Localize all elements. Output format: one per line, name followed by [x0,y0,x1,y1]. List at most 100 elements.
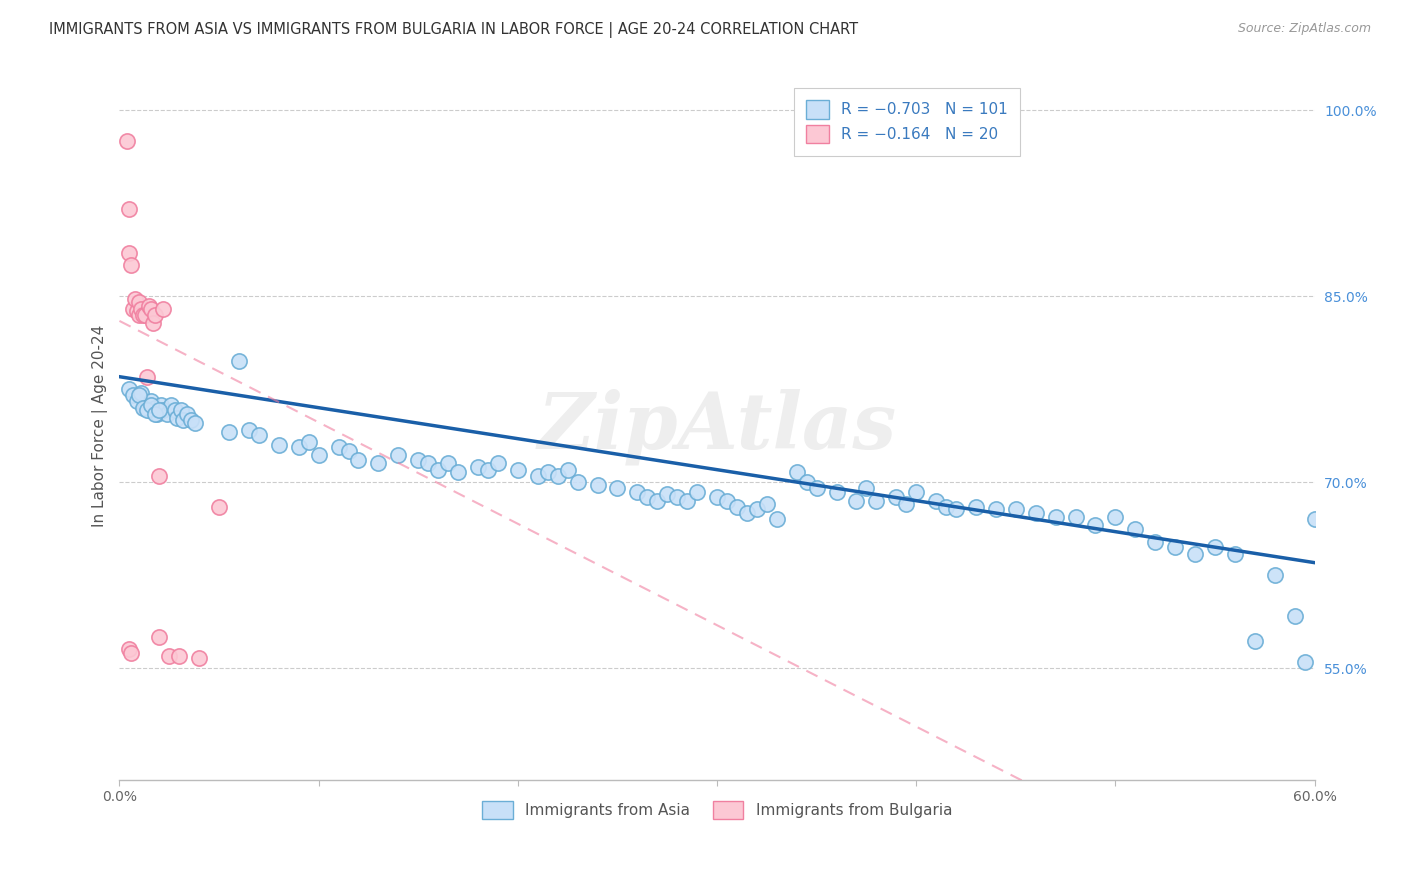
Text: IMMIGRANTS FROM ASIA VS IMMIGRANTS FROM BULGARIA IN LABOR FORCE | AGE 20-24 CORR: IMMIGRANTS FROM ASIA VS IMMIGRANTS FROM … [49,22,858,38]
Point [626,485,648,500]
Point [845,493,868,508]
Point [367,457,389,471]
Point [143,401,166,415]
Point [1084,518,1107,533]
Point [896,497,918,511]
Point [526,468,548,483]
Point [128,388,150,402]
Point [686,485,709,500]
Point [1184,547,1206,561]
Point [645,493,668,508]
Point [884,490,907,504]
Point [905,485,928,500]
Point [557,463,579,477]
Point [120,646,142,660]
Point [308,448,330,462]
Point [118,642,141,657]
Point [1204,540,1226,554]
Point [1004,502,1026,516]
Point [855,481,877,495]
Point [180,413,202,427]
Point [118,382,141,396]
Point [134,401,156,415]
Point [152,403,174,417]
Point [1243,633,1265,648]
Point [165,403,187,417]
Point [117,134,139,148]
Point [1164,540,1187,554]
Point [176,407,198,421]
Point [1104,509,1126,524]
Point [247,428,270,442]
Point [506,463,529,477]
Point [287,441,309,455]
Point [825,485,848,500]
Point [796,475,818,489]
Point [141,301,163,316]
Point [172,413,194,427]
Point [143,308,166,322]
Point [184,416,207,430]
Point [238,423,260,437]
Point [150,398,173,412]
Point [218,425,240,440]
Point [136,403,159,417]
Point [156,407,179,421]
Point [148,403,170,417]
Point [1264,568,1286,582]
Point [136,369,159,384]
Point [157,648,180,663]
Point [152,301,174,316]
Point [447,465,470,479]
Point [406,452,429,467]
Point [188,651,211,665]
Point [437,457,460,471]
Point [347,452,370,467]
Point [131,301,153,316]
Point [806,481,828,495]
Point [755,497,778,511]
Point [1303,512,1326,526]
Point [567,475,589,489]
Point [706,490,728,504]
Point [547,468,569,483]
Point [138,299,160,313]
Point [228,353,250,368]
Point [122,301,145,316]
Point [141,394,163,409]
Point [676,493,699,508]
Point [387,448,409,462]
Text: Source: ZipAtlas.com: Source: ZipAtlas.com [1237,22,1371,36]
Point [120,258,142,272]
Point [467,460,489,475]
Point [148,468,170,483]
Point [132,401,155,415]
Point [118,245,141,260]
Point [1294,655,1316,669]
Point [636,490,658,504]
Point [167,648,190,663]
Point [138,403,160,417]
Point [586,477,609,491]
Point [666,490,689,504]
Point [606,481,628,495]
Point [725,500,748,514]
Point [865,493,887,508]
Point [486,457,509,471]
Point [935,500,957,514]
Point [1025,506,1047,520]
Point [537,465,560,479]
Point [786,465,808,479]
Point [328,441,350,455]
Point [427,463,450,477]
Point [984,502,1007,516]
Point [298,435,321,450]
Point [1284,609,1306,624]
Point [170,403,193,417]
Point [765,512,787,526]
Point [141,398,163,412]
Point [118,202,141,217]
Y-axis label: In Labor Force | Age 20-24: In Labor Force | Age 20-24 [93,326,108,527]
Point [134,308,156,322]
Point [132,308,155,322]
